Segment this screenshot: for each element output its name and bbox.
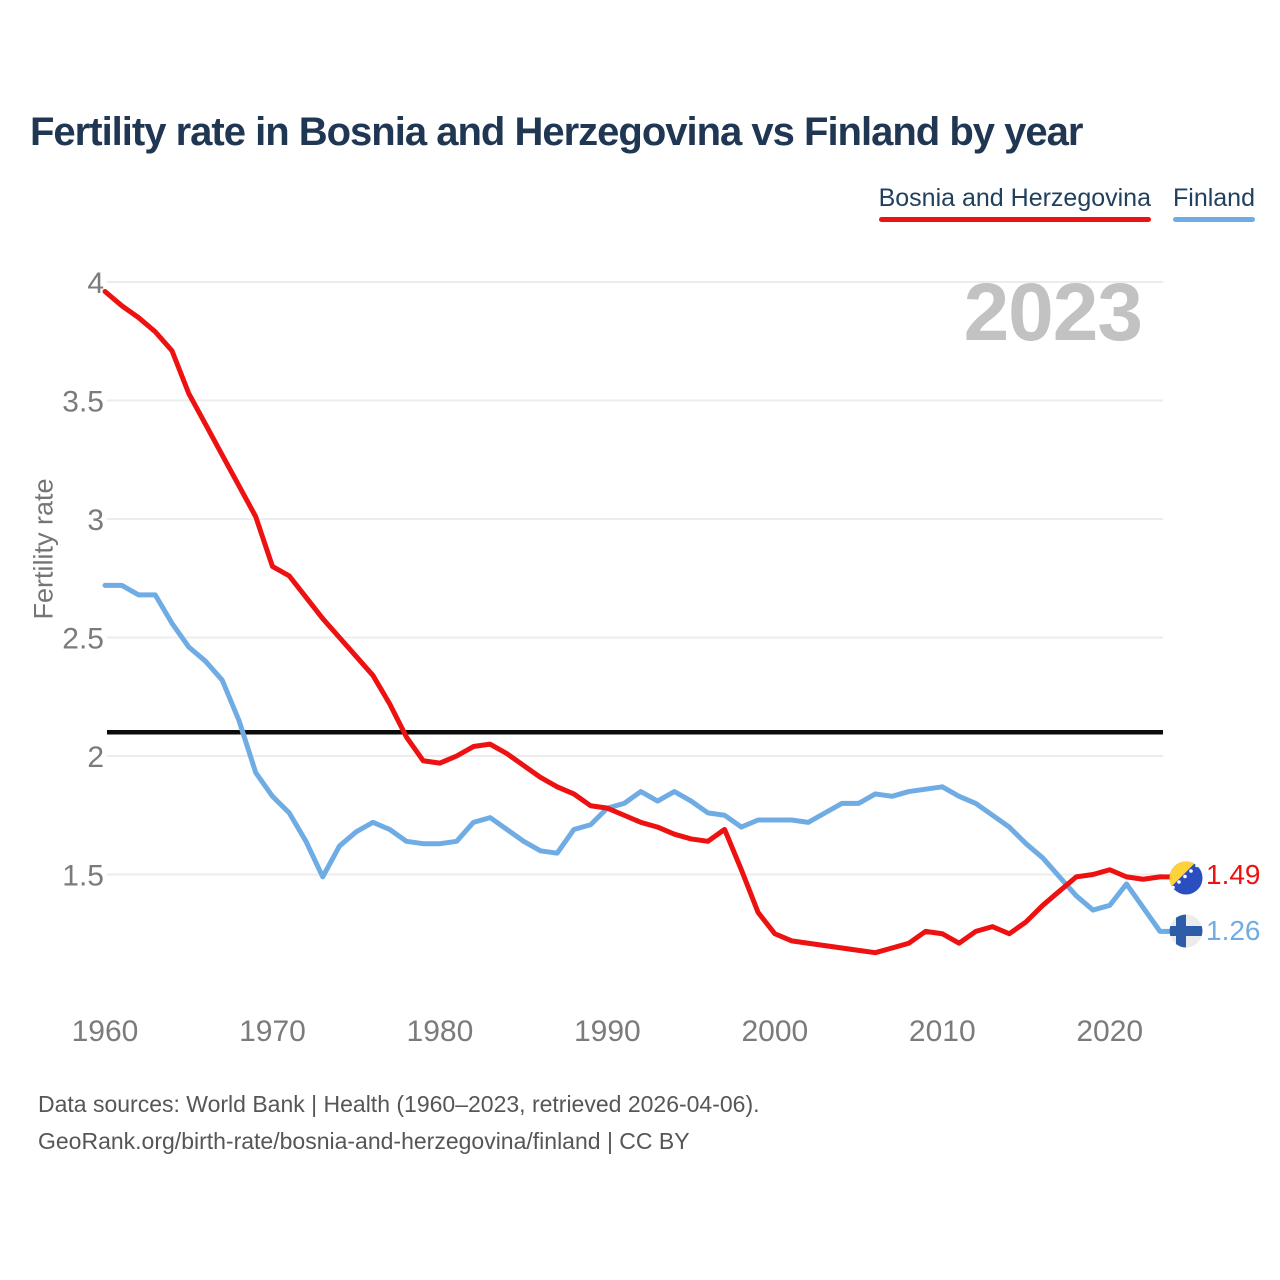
end-value-finland: 1.26 (1206, 915, 1261, 946)
series-line-bosnia-and-herzegovina (102, 288, 1174, 956)
footer: Data sources: World Bank | Health (1960–… (38, 1086, 760, 1160)
legend-label-bosnia-and-herzegovina: Bosnia and Herzegovina (878, 184, 1151, 212)
x-tick-label: 2020 (1076, 1015, 1143, 1048)
y-tick-label: 2 (87, 741, 104, 774)
y-tick-label: 4 (87, 267, 104, 300)
legend-label-finland: Finland (1173, 184, 1255, 212)
legend-underline-bosnia (878, 217, 1151, 222)
x-tick-label: 2010 (909, 1015, 976, 1048)
page-title: Fertility rate in Bosnia and Herzegovina… (30, 110, 1083, 154)
legend-underline-finland (1173, 217, 1255, 222)
x-tick-label: 1970 (239, 1015, 306, 1048)
finland-flag-icon (1169, 914, 1203, 948)
watermark-year: 2023 (963, 267, 1143, 358)
x-tick-label: 1980 (407, 1015, 474, 1048)
end-value-bosnia-and-herzegovina: 1.49 (1206, 859, 1261, 890)
legend: Bosnia and Herzegovina Finland (878, 184, 1255, 222)
legend-item-bosnia-and-herzegovina[interactable]: Bosnia and Herzegovina (878, 184, 1151, 222)
series-line-finland (102, 582, 1174, 934)
footer-link-line: GeoRank.org/birth-rate/bosnia-and-herzeg… (38, 1128, 690, 1154)
y-tick-label: 1.5 (62, 860, 104, 893)
y-tick-label: 3.5 (62, 386, 104, 419)
bosnia-and-herzegovina-flag-icon (1169, 861, 1203, 895)
y-tick-label: 3 (87, 504, 104, 537)
x-tick-label: 2000 (741, 1015, 808, 1048)
y-tick-label: 2.5 (62, 623, 104, 656)
x-tick-label: 1960 (72, 1015, 139, 1048)
x-tick-label: 1990 (574, 1015, 641, 1048)
legend-item-finland[interactable]: Finland (1173, 184, 1255, 222)
footer-source-line: Data sources: World Bank | Health (1960–… (38, 1091, 760, 1117)
